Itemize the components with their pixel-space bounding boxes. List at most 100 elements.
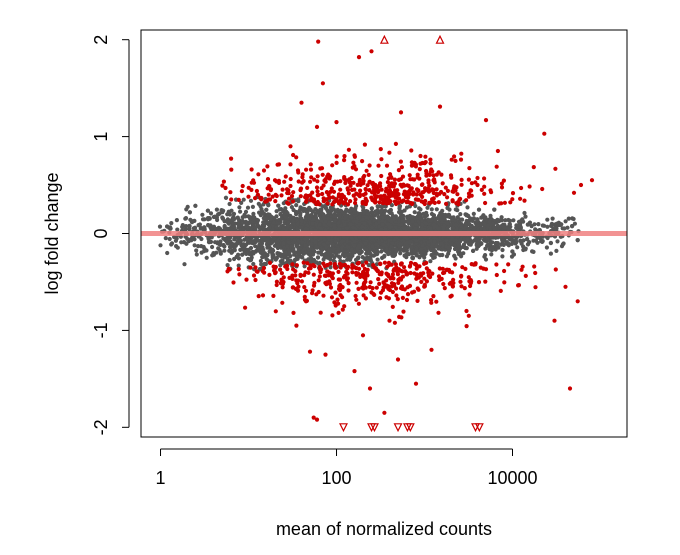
data-point [439,241,444,246]
data-point [261,227,266,232]
data-point [437,213,442,218]
data-point [165,224,170,229]
data-point [261,211,267,216]
data-point [235,239,240,244]
data-point [417,206,422,211]
data-point [481,213,486,218]
data-point [271,220,276,225]
data-point [552,226,557,231]
data-point [463,221,469,226]
data-point [310,221,315,226]
data-point [210,244,215,250]
data-point [240,252,245,257]
data-point [398,251,403,256]
data-point [194,248,199,253]
data-point [379,227,384,232]
data-point [243,214,248,219]
data-point [257,210,262,215]
data-point [459,217,465,222]
data-point [326,210,331,215]
data-point [429,207,434,212]
data-point [483,253,488,258]
data-point [237,205,242,210]
data-point [384,247,389,252]
data-point [251,217,256,222]
data-point [565,225,570,230]
data-point [296,246,301,251]
data-point [483,257,489,262]
data-point [471,248,476,253]
data-point [281,226,286,231]
data-point [204,255,209,260]
data-point [380,222,385,227]
data-point [332,214,337,219]
data-point [426,217,431,222]
data-point [263,261,268,267]
data-point [207,239,212,245]
data-point [489,252,494,257]
data-point [194,252,199,257]
data-point [253,225,258,230]
data-point [445,205,450,211]
data-point [302,264,307,269]
data-point [419,236,424,241]
data-point [283,215,289,220]
data-point [244,224,249,229]
data-point [429,217,434,223]
data-point [402,253,407,258]
data-point [378,209,383,214]
data-point [369,206,374,211]
data-point [183,216,188,221]
data-point [468,241,473,246]
data-point [364,247,369,252]
data-point [339,245,344,251]
data-point [193,203,198,208]
data-point [167,236,172,242]
data-point [311,257,316,263]
data-point [308,207,313,212]
data-point [245,220,250,225]
data-point [274,214,279,219]
data-point [401,218,407,224]
data-point [525,242,531,247]
data-point [196,223,201,228]
data-point [322,204,328,209]
data-point [292,216,297,221]
data-point [187,210,192,215]
data-point [488,227,493,232]
data-point [239,200,244,205]
data-point [500,247,505,253]
data-point [270,252,275,257]
data-point [561,241,566,246]
data-point [283,250,288,255]
data-point [454,227,459,232]
data-point [511,218,516,223]
data-point [291,246,296,251]
data-point [405,215,410,220]
data-point [563,219,568,224]
data-point [271,236,277,241]
data-point [370,237,375,242]
data-point [463,224,468,229]
data-point [379,245,384,250]
data-point [200,212,205,217]
data-point [560,226,565,231]
data-point [294,203,299,208]
data-point [501,242,506,247]
data-point [548,251,554,256]
data-point [401,226,407,231]
data-point [236,263,241,268]
data-point [267,225,272,230]
data-point [454,222,459,227]
data-point [394,247,399,252]
data-point [351,250,356,255]
data-point [200,217,206,222]
data-point [250,204,255,209]
data-point [319,207,324,212]
data-point [514,240,519,245]
data-point [525,237,530,242]
data-point [360,224,365,229]
data-point [264,257,269,262]
